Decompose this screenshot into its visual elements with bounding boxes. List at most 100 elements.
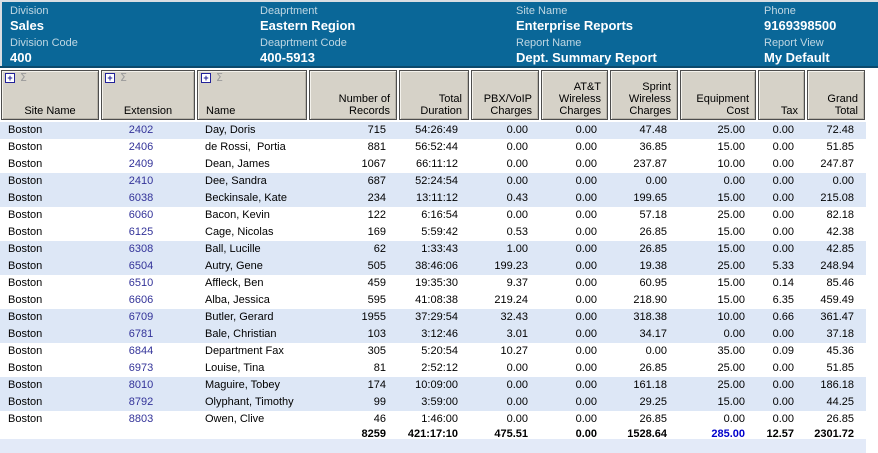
column-header-label: Grand Total <box>827 93 858 117</box>
division-value: Sales <box>10 18 44 33</box>
cell-extension[interactable]: 8010 <box>128 379 154 391</box>
cell-sprint_wireless: 36.85 <box>639 141 667 153</box>
cell-name: Beckinsale, Kate <box>205 192 287 204</box>
table-row: Boston 2410 Dee, Sandra 687 52:24:54 0.00 0.00… <box>0 173 866 190</box>
cell-sprint_wireless: 47.48 <box>639 124 667 136</box>
cell-records: 881 <box>367 141 386 153</box>
cell-att_wireless: 0.00 <box>575 158 597 170</box>
column-header-tax[interactable]: Tax <box>758 70 805 120</box>
cell-extension[interactable]: 6606 <box>128 294 154 306</box>
column-header-label: Tax <box>780 105 798 117</box>
cell-records: 305 <box>367 345 386 357</box>
cell-records: 1955 <box>361 311 386 323</box>
table-row: Boston 6060 Bacon, Kevin 122 6:16:54 0.00 0.00… <box>0 207 866 224</box>
field-division: Division Sales <box>10 3 260 35</box>
cell-duration: 2:52:12 <box>421 362 458 374</box>
cell-extension[interactable]: 2406 <box>128 141 154 153</box>
header-icons: + Σ <box>5 71 27 84</box>
cell-extension[interactable]: 6510 <box>128 277 154 289</box>
cell-tax: 0.00 <box>772 192 794 204</box>
cell-pbx_voip: 0.00 <box>506 396 528 408</box>
sigma-summary-icon[interactable]: Σ <box>216 71 223 84</box>
report-view-label: Report View <box>764 37 824 49</box>
column-header-att_wireless[interactable]: AT&T Wireless Charges <box>541 70 608 120</box>
cell-records: 459 <box>367 277 386 289</box>
cell-extension[interactable]: 6038 <box>128 192 154 204</box>
cell-extension[interactable]: 2409 <box>128 158 154 170</box>
cell-grand_total: 248.94 <box>820 260 854 272</box>
table-row: Boston 6038 Beckinsale, Kate 234 13:11:12 0.4… <box>0 190 866 207</box>
cell-site: Boston <box>8 243 43 255</box>
cell-equipment: 0.00 <box>723 413 745 425</box>
expand-plus-icon[interactable]: + <box>5 73 15 83</box>
cell-equipment: 15.00 <box>717 226 745 238</box>
cell-pbx_voip: 32.43 <box>500 311 528 323</box>
table-row: Boston 6504 Autry, Gene 505 38:46:06 199.23 0.… <box>0 258 866 275</box>
cell-extension[interactable]: 6308 <box>128 243 154 255</box>
cell-extension[interactable]: 6125 <box>128 226 154 238</box>
cell-extension[interactable]: 2402 <box>128 124 154 136</box>
column-header-label: Site Name <box>24 105 76 117</box>
sigma-summary-icon[interactable]: Σ <box>120 71 127 84</box>
column-header-label: Name <box>206 105 236 117</box>
table-row: Boston 8803 Owen, Clive 46 1:46:00 0.00 0.00 26… <box>0 411 866 428</box>
column-header-equipment[interactable]: Equipment Cost <box>680 70 756 120</box>
cell-tax: 0.00 <box>772 158 794 170</box>
division-code-label: Division Code <box>10 37 78 49</box>
column-header-site[interactable]: + Σ Site Name <box>1 70 99 120</box>
column-header-records[interactable]: Number of Records <box>309 70 397 120</box>
cell-tax: 0.00 <box>772 226 794 238</box>
table-row: Boston 6125 Cage, Nicolas 169 5:59:42 0.53 0.0… <box>0 224 866 241</box>
column-header-grand_total[interactable]: Grand Total <box>807 70 865 120</box>
cell-extension[interactable]: 6709 <box>128 311 154 323</box>
cell-name: Bacon, Kevin <box>205 209 270 221</box>
cell-att_wireless: 0.00 <box>575 243 597 255</box>
cell-duration: 10:09:00 <box>415 379 458 391</box>
cell-extension[interactable]: 8803 <box>128 413 154 425</box>
cell-grand_total: 42.38 <box>826 226 854 238</box>
table-row: Boston 6781 Bale, Christian 103 3:12:46 3.01 0… <box>0 326 866 343</box>
cell-site: Boston <box>8 209 43 221</box>
cell-att_wireless: 0.00 <box>575 379 597 391</box>
cell-extension[interactable]: 2410 <box>128 175 154 187</box>
expand-plus-icon[interactable]: + <box>105 73 115 83</box>
report-name-value: Dept. Summary Report <box>516 50 657 65</box>
sigma-summary-icon[interactable]: Σ <box>20 71 27 84</box>
expand-plus-icon[interactable]: + <box>201 73 211 83</box>
cell-sprint_wireless: 237.87 <box>633 158 667 170</box>
total-records: 8259 <box>361 428 386 440</box>
total-equipment[interactable]: 285.00 <box>711 428 745 440</box>
cell-extension[interactable]: 6504 <box>128 260 154 272</box>
cell-pbx_voip: 219.24 <box>494 294 528 306</box>
cell-grand_total: 44.25 <box>826 396 854 408</box>
cell-extension[interactable]: 6844 <box>128 345 154 357</box>
cell-grand_total: 26.85 <box>826 413 854 425</box>
cell-equipment: 25.00 <box>717 362 745 374</box>
cell-grand_total: 215.08 <box>820 192 854 204</box>
column-header-duration[interactable]: Total Duration <box>399 70 469 120</box>
cell-pbx_voip: 199.23 <box>494 260 528 272</box>
cell-grand_total: 45.36 <box>826 345 854 357</box>
column-header-pbx_voip[interactable]: PBX/VoIP Charges <box>471 70 539 120</box>
cell-equipment: 10.00 <box>717 311 745 323</box>
cell-site: Boston <box>8 413 43 425</box>
cell-att_wireless: 0.00 <box>575 396 597 408</box>
column-header-label: Sprint Wireless Charges <box>628 81 671 117</box>
total-tax: 12.57 <box>766 428 794 440</box>
column-header-extension[interactable]: + Σ Extension <box>101 70 195 120</box>
cell-equipment: 25.00 <box>717 260 745 272</box>
cell-grand_total: 51.85 <box>826 141 854 153</box>
cell-sprint_wireless: 34.17 <box>639 328 667 340</box>
column-header-label: AT&T Wireless Charges <box>558 81 601 117</box>
cell-duration: 54:26:49 <box>415 124 458 136</box>
cell-tax: 0.00 <box>772 141 794 153</box>
cell-extension[interactable]: 8792 <box>128 396 154 408</box>
column-header-sprint_wireless[interactable]: Sprint Wireless Charges <box>610 70 678 120</box>
table-row: Boston 6844 Department Fax 305 5:20:54 10.27 0… <box>0 343 866 360</box>
column-header-name[interactable]: + Σ Name <box>197 70 307 120</box>
cell-extension[interactable]: 6781 <box>128 328 154 340</box>
cell-equipment: 15.00 <box>717 243 745 255</box>
cell-extension[interactable]: 6973 <box>128 362 154 374</box>
cell-extension[interactable]: 6060 <box>128 209 154 221</box>
footer-band <box>0 439 866 453</box>
